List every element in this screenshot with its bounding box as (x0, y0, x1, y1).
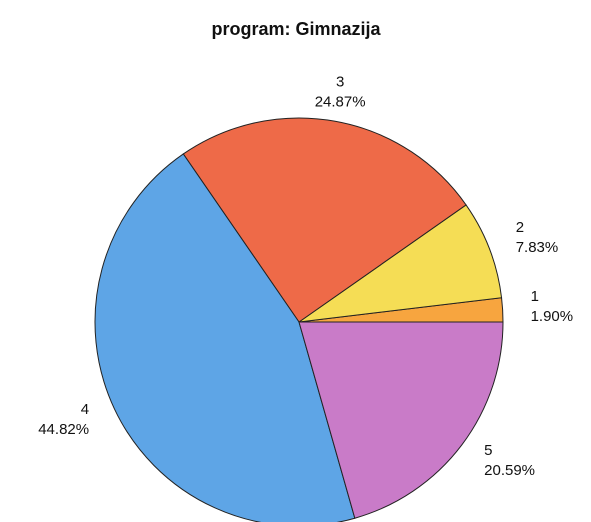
slice-category: 1 (531, 288, 539, 305)
pie-slice (182, 117, 467, 323)
slice-percent: 44.82% (38, 421, 89, 438)
pie-slice (298, 204, 503, 323)
slice-category: 4 (81, 401, 89, 418)
pie-slice (298, 321, 504, 519)
slice-category: 2 (516, 219, 524, 236)
slice-percent: 7.83% (516, 239, 559, 256)
chart-title: program: Gimnazija (211, 19, 381, 39)
slice-category: 5 (484, 442, 492, 459)
slice-category: 3 (336, 74, 344, 91)
pie-slice (94, 153, 356, 522)
slice-percent: 20.59% (484, 462, 535, 479)
slice-percent: 24.87% (315, 94, 366, 111)
slice-percent: 1.90% (531, 308, 574, 325)
